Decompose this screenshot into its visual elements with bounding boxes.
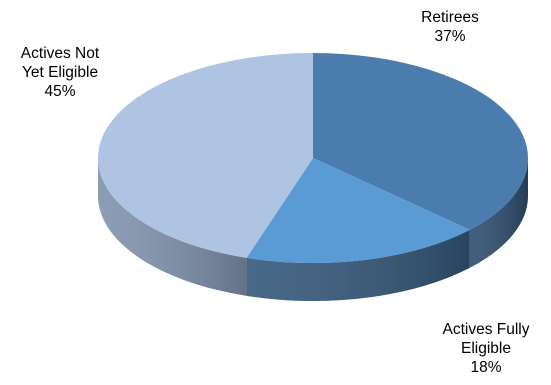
pie-slice-retirees <box>313 52 529 230</box>
pie-sides <box>98 158 528 302</box>
pie-side-shade-actives-not-yet-eligible <box>98 158 247 296</box>
label-actives-fully-eligible-percent: 18% <box>470 359 502 376</box>
pie-side-shade-retirees <box>469 158 528 268</box>
pie-side-shade-actives-fully-eligible <box>246 229 470 302</box>
label-retirees: Retirees 37% <box>405 8 495 46</box>
pie-slice-actives-not-yet-eligible <box>98 53 314 258</box>
label-actives-not-yet-eligible-name-2: Yet Eligible <box>21 64 99 81</box>
pie-tops <box>98 52 529 264</box>
label-retirees-name: Retirees <box>421 9 479 26</box>
label-actives-fully-eligible-name-2: Eligible <box>461 340 511 357</box>
label-actives-not-yet-eligible-name-1: Actives Not <box>20 45 100 62</box>
label-actives-fully-eligible-name-1: Actives Fully <box>442 321 530 338</box>
label-retirees-percent: 37% <box>434 28 466 45</box>
label-actives-not-yet-eligible: Actives Not Yet Eligible 45% <box>0 44 120 101</box>
label-actives-fully-eligible: Actives Fully Eligible 18% <box>426 320 546 377</box>
label-actives-not-yet-eligible-percent: 45% <box>44 83 76 100</box>
pie-slice-actives-fully-eligible <box>246 158 470 264</box>
